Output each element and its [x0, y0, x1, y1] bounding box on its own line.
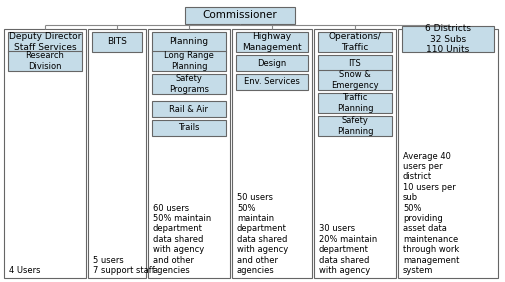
- Text: ITS: ITS: [348, 58, 361, 67]
- Text: Design: Design: [257, 58, 286, 67]
- Text: Operations/
Traffic: Operations/ Traffic: [328, 32, 381, 52]
- Bar: [147, 29, 230, 278]
- Text: Deputy Director
Staff Services: Deputy Director Staff Services: [9, 32, 81, 52]
- Text: BITS: BITS: [107, 38, 127, 47]
- Text: 4 Users: 4 Users: [9, 266, 40, 275]
- Bar: [235, 55, 308, 71]
- Bar: [8, 51, 82, 71]
- Bar: [4, 29, 86, 278]
- Text: Long Range
Planning: Long Range Planning: [164, 51, 214, 71]
- Bar: [152, 74, 226, 94]
- Bar: [397, 29, 497, 278]
- Text: Research
Division: Research Division: [26, 51, 64, 71]
- Bar: [317, 93, 391, 113]
- Bar: [314, 29, 395, 278]
- Bar: [88, 29, 146, 278]
- Bar: [317, 116, 391, 136]
- Bar: [152, 51, 226, 71]
- Text: 50 users
50%
maintain
department
data shared
with agency
and other
agencies: 50 users 50% maintain department data sh…: [236, 193, 288, 275]
- Text: Env. Services: Env. Services: [243, 78, 299, 87]
- Text: 60 users
50% maintain
department
data shared
with agency
and other
agencies: 60 users 50% maintain department data sh…: [153, 204, 211, 275]
- Bar: [8, 32, 82, 52]
- Bar: [401, 26, 493, 52]
- Text: 6 Districts
32 Subs
110 Units: 6 Districts 32 Subs 110 Units: [424, 24, 470, 54]
- Bar: [317, 70, 391, 90]
- Bar: [185, 7, 294, 24]
- Bar: [231, 29, 312, 278]
- Text: Traffic
Planning: Traffic Planning: [336, 93, 373, 113]
- Text: Safety
Programs: Safety Programs: [169, 74, 209, 94]
- Bar: [152, 101, 226, 117]
- Text: Snow &
Emergency: Snow & Emergency: [331, 70, 378, 90]
- Bar: [235, 74, 308, 90]
- Text: Rail & Air: Rail & Air: [169, 105, 208, 113]
- Text: 5 users
7 support staff: 5 users 7 support staff: [93, 255, 155, 275]
- Text: Safety
Planning: Safety Planning: [336, 116, 373, 136]
- Bar: [152, 120, 226, 136]
- Text: Commissioner: Commissioner: [202, 10, 277, 21]
- Text: Average 40
users per
district
10 users per
sub
50%
providing
asset data
maintena: Average 40 users per district 10 users p…: [402, 152, 459, 275]
- Text: Planning: Planning: [169, 38, 208, 47]
- Bar: [317, 32, 391, 52]
- Text: Highway
Management: Highway Management: [242, 32, 301, 52]
- Bar: [235, 32, 308, 52]
- Bar: [317, 55, 391, 71]
- Bar: [92, 32, 142, 52]
- Text: 30 users
20% maintain
department
data shared
with agency: 30 users 20% maintain department data sh…: [318, 224, 377, 275]
- Text: Trails: Trails: [178, 124, 199, 133]
- Bar: [152, 32, 226, 52]
